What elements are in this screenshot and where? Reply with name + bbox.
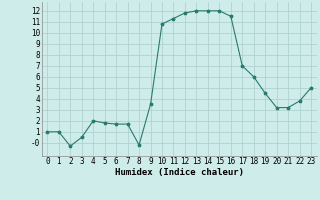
X-axis label: Humidex (Indice chaleur): Humidex (Indice chaleur) bbox=[115, 168, 244, 177]
